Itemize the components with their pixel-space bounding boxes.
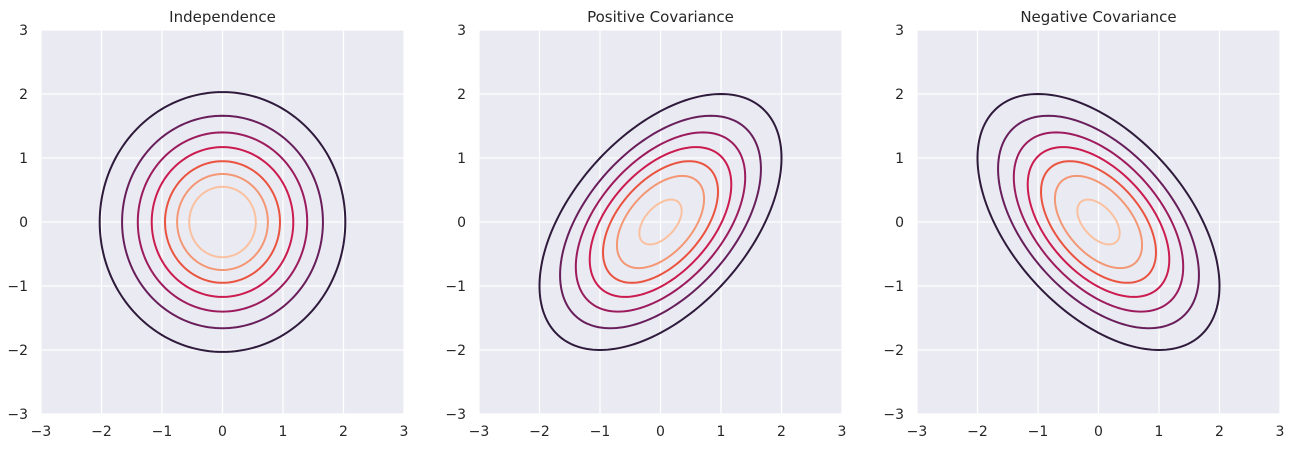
y-tick-label: 2 xyxy=(19,87,28,103)
y-tick-label: 0 xyxy=(895,215,904,231)
contour-level-6 xyxy=(997,114,1200,330)
y-tick-label: 1 xyxy=(457,151,466,167)
contour-level-7 xyxy=(98,91,347,353)
y-tick-label: 3 xyxy=(457,23,466,39)
y-tick-label: −1 xyxy=(7,279,28,295)
panel-title: Independence xyxy=(169,8,276,26)
contour-level-5 xyxy=(1012,131,1185,313)
contour-level-3 xyxy=(1040,160,1157,284)
x-tick-label: −1 xyxy=(152,424,173,440)
y-tick-label: −2 xyxy=(445,343,466,359)
x-tick-label: −2 xyxy=(91,424,112,440)
contour-level-2 xyxy=(615,174,706,270)
contour-level-6 xyxy=(559,114,762,330)
y-tick-label: 1 xyxy=(19,151,28,167)
x-tick-label: 3 xyxy=(838,424,847,440)
y-tick-label: 0 xyxy=(457,215,466,231)
x-tick-label: 3 xyxy=(1276,424,1285,440)
contour-level-7 xyxy=(538,92,783,352)
y-tick-label: −3 xyxy=(7,407,28,423)
x-tick-label: −1 xyxy=(590,424,611,440)
contour-level-1 xyxy=(188,185,257,259)
y-tick-label: 1 xyxy=(895,151,904,167)
y-tick-label: −1 xyxy=(445,279,466,295)
contour-level-2 xyxy=(176,172,269,272)
x-tick-label: 1 xyxy=(1155,424,1164,440)
contour-level-7 xyxy=(976,92,1221,352)
x-tick-label: 3 xyxy=(400,424,409,440)
contour-level-5 xyxy=(574,131,747,313)
contour-level-3 xyxy=(602,160,719,284)
y-tick-label: −1 xyxy=(883,279,904,295)
y-tick-label: −2 xyxy=(7,343,28,359)
y-tick-label: 0 xyxy=(19,215,28,231)
y-tick-label: 2 xyxy=(457,87,466,103)
y-tick-label: −3 xyxy=(883,407,904,423)
contour-level-5 xyxy=(136,131,309,313)
y-tick-label: −3 xyxy=(445,407,466,423)
chart-panel-2: −3 −2 −1 0 1 2 3 −3 −2 −1 0 1 2 3 Positive Covariance xyxy=(445,8,846,440)
contour-level-4 xyxy=(588,146,733,298)
panel-title: Negative Covariance xyxy=(1020,8,1176,26)
contour-level-4 xyxy=(150,146,295,298)
contour-level-6 xyxy=(121,114,324,330)
y-tick-label: 3 xyxy=(19,23,28,39)
x-tick-label: −2 xyxy=(967,424,988,440)
x-tick-label: −3 xyxy=(31,424,52,440)
chart-panel-1: −3 −2 −1 0 1 2 3 −3 −2 −1 0 1 2 3 Independence xyxy=(7,8,408,440)
panel-title: Positive Covariance xyxy=(587,8,734,26)
y-tick-label: 2 xyxy=(895,87,904,103)
x-tick-label: −1 xyxy=(1028,424,1049,440)
y-tick-label: −2 xyxy=(883,343,904,359)
contour-level-1 xyxy=(1076,198,1121,246)
contour-level-1 xyxy=(638,198,683,246)
contour-level-2 xyxy=(1053,174,1144,270)
x-tick-label: 1 xyxy=(279,424,288,440)
x-tick-label: 0 xyxy=(656,424,665,440)
x-tick-label: 2 xyxy=(777,424,786,440)
y-tick-label: 3 xyxy=(895,23,904,39)
contour-level-4 xyxy=(1026,146,1171,298)
x-tick-label: 2 xyxy=(1215,424,1224,440)
x-tick-label: −2 xyxy=(529,424,550,440)
x-tick-label: 2 xyxy=(339,424,348,440)
x-tick-label: 1 xyxy=(717,424,726,440)
x-tick-label: 0 xyxy=(218,424,227,440)
chart-panel-3: −3 −2 −1 0 1 2 3 −3 −2 −1 0 1 2 3 Negative Covariance xyxy=(883,8,1284,440)
x-tick-label: −3 xyxy=(907,424,928,440)
x-tick-label: −3 xyxy=(469,424,490,440)
x-tick-label: 0 xyxy=(1094,424,1103,440)
contour-level-3 xyxy=(164,160,281,284)
